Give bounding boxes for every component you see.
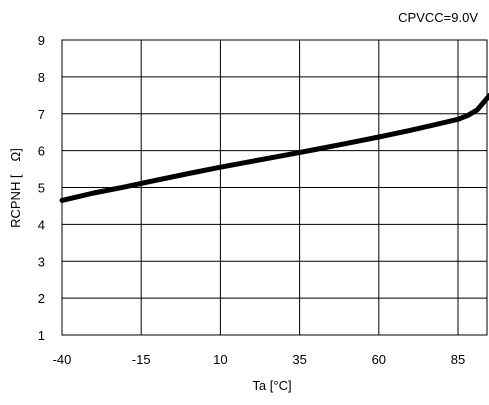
y-tick-label: 4 [38, 217, 45, 232]
plot-frame [61, 39, 488, 336]
y-tick-label: 8 [38, 70, 45, 85]
series-layer [59, 92, 489, 203]
chart-annotation: CPVCC=9.0V [398, 10, 478, 25]
grid [62, 40, 487, 335]
x-tick-labels: -40 -15 10 35 60 85 [53, 352, 466, 367]
x-tick-label: 35 [292, 352, 306, 367]
x-tick-label: 60 [372, 352, 386, 367]
y-tick-labels: 1 2 3 4 5 6 7 8 9 [38, 33, 45, 343]
y-tick-label: 1 [38, 328, 45, 343]
y-tick-label: 7 [38, 107, 45, 122]
x-tick-label: -15 [132, 352, 151, 367]
y-axis-label: RCPNH [ Ω] [8, 148, 23, 228]
y-tick-label: 5 [38, 181, 45, 196]
x-tick-label: 85 [451, 352, 465, 367]
x-axis-label: Ta [°C] [252, 378, 291, 393]
y-tick-label: 3 [38, 254, 45, 269]
y-tick-label: 2 [38, 291, 45, 306]
x-tick-label: 10 [213, 352, 227, 367]
x-tick-label: -40 [53, 352, 72, 367]
series-line [59, 92, 489, 203]
y-tick-label: 6 [38, 144, 45, 159]
y-tick-label: 9 [38, 33, 45, 48]
